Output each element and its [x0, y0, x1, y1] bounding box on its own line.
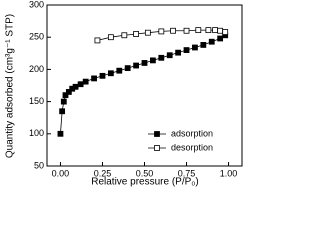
- data-point: [107, 34, 114, 41]
- x-tick-label: 1.00: [220, 168, 238, 178]
- x-tick-label: 0.75: [178, 168, 196, 178]
- data-point: [141, 60, 148, 66]
- x-tick-label: 0.00: [52, 168, 70, 178]
- y-tick-label: 200: [29, 64, 44, 74]
- x-tick-label: 0.50: [136, 168, 154, 178]
- data-point: [217, 35, 224, 42]
- data-point: [121, 32, 128, 39]
- y-tick-label: 150: [29, 96, 44, 106]
- data-point: [144, 29, 151, 36]
- data-point: [94, 37, 101, 44]
- legend-label: desorption: [171, 142, 213, 152]
- data-point: [72, 83, 79, 90]
- data-point: [205, 27, 212, 34]
- data-point: [57, 130, 64, 137]
- legend-marker: [154, 145, 160, 151]
- data-point: [158, 54, 165, 61]
- data-point: [77, 81, 84, 88]
- y-axis-label: Quantity adsorbed (cm³g⁻¹ STP): [5, 14, 16, 158]
- data-point: [175, 49, 182, 56]
- x-axis-label: Relative pressure (P/P₀): [91, 177, 199, 188]
- data-point: [158, 28, 165, 35]
- data-point: [99, 72, 106, 79]
- data-point: [59, 108, 66, 115]
- y-tick-label: 300: [29, 0, 44, 9]
- data-point: [82, 78, 89, 85]
- data-point: [208, 38, 215, 45]
- data-point: [107, 70, 114, 77]
- data-point: [65, 89, 72, 95]
- data-point: [183, 47, 190, 53]
- data-point: [91, 75, 97, 82]
- data-point: [183, 27, 190, 34]
- data-point: [62, 92, 69, 99]
- y-tick-label: 50: [34, 160, 44, 170]
- data-point: [200, 42, 207, 48]
- legend-marker: [154, 131, 160, 137]
- data-point: [133, 31, 139, 37]
- y-tick-label: 100: [29, 128, 44, 138]
- data-point: [166, 52, 173, 59]
- data-point: [217, 27, 224, 34]
- data-point: [116, 67, 123, 74]
- x-tick-label: 0.25: [94, 168, 112, 178]
- data-point: [192, 44, 198, 51]
- data-point: [212, 27, 219, 34]
- data-point: [222, 29, 229, 35]
- data-point: [150, 57, 156, 64]
- legend-label: adsorption: [171, 128, 213, 138]
- data-point: [124, 65, 131, 72]
- data-point: [170, 27, 176, 34]
- y-tick-label: 250: [29, 32, 44, 42]
- data-point: [133, 62, 139, 69]
- data-point: [195, 27, 202, 34]
- chart: Relative pressure (P/P₀) Quantity adsorb…: [5, 0, 243, 188]
- data-point: [60, 98, 67, 105]
